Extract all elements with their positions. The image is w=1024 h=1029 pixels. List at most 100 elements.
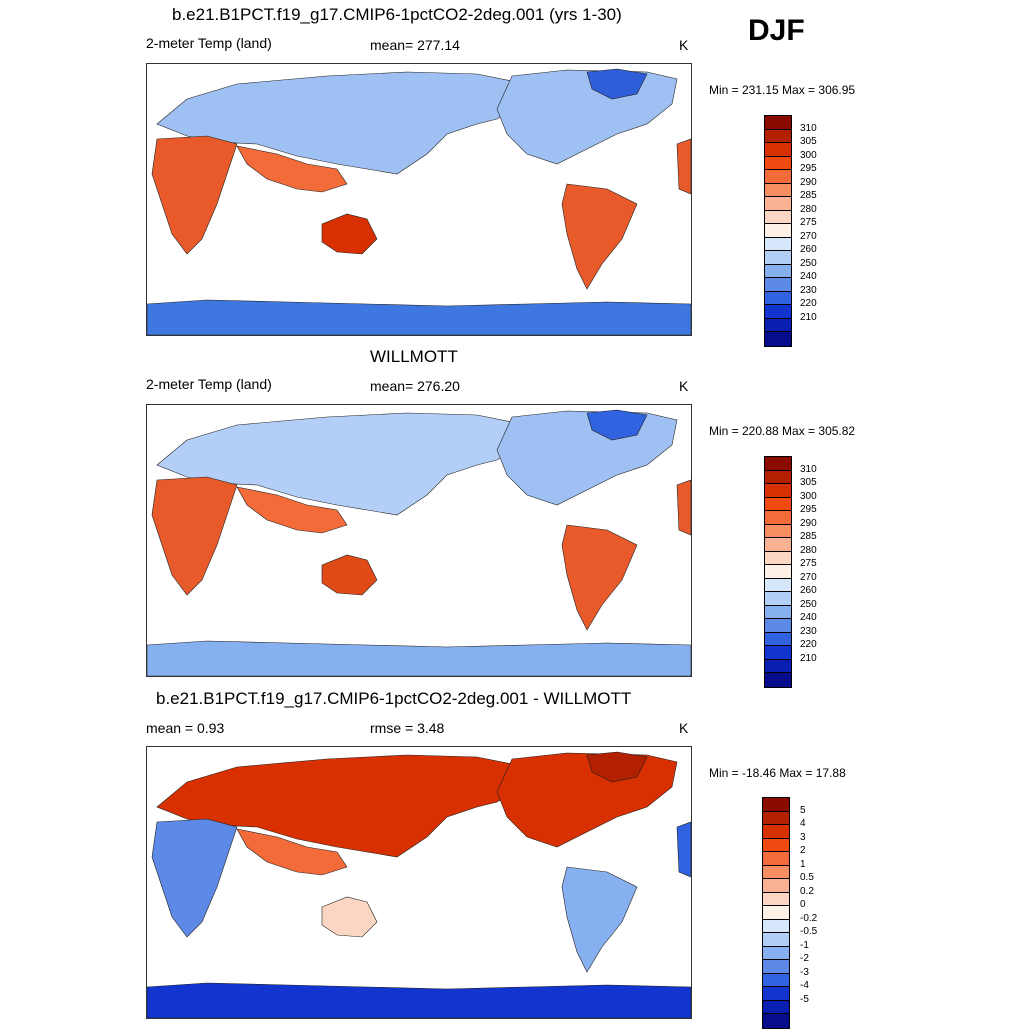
- colorbar-swatch: [765, 210, 791, 224]
- north-america-land: [496, 752, 678, 848]
- antarctica-land: [147, 299, 691, 335]
- africa-land: [151, 476, 238, 596]
- panel3-mean-label: mean = 0.93: [146, 720, 225, 736]
- south-asia-land: [236, 828, 348, 876]
- colorbar-swatch: [765, 116, 791, 130]
- colorbar-tick-label: 250: [800, 257, 817, 269]
- colorbar-swatch: [765, 578, 791, 592]
- colorbar-swatch: [765, 237, 791, 251]
- colorbar-swatch: [763, 960, 789, 974]
- colorbar-tick-label: 305: [800, 136, 817, 147]
- colorbar-swatch: [763, 865, 789, 879]
- colorbar-swatch: [765, 524, 791, 538]
- colorbar-tick-label: 290: [800, 517, 817, 529]
- colorbar-swatch: [763, 933, 789, 947]
- panel3-continents: [147, 751, 691, 1018]
- greenland-land: [586, 409, 648, 441]
- panel2-map-svg: [147, 409, 691, 676]
- africa-land: [151, 135, 238, 255]
- panel3-units-label: K: [679, 720, 689, 736]
- panel1-continents: [147, 68, 691, 335]
- colorbar-tick-label: 0.5: [800, 872, 814, 883]
- panel1-map-svg: [147, 68, 691, 335]
- panel2-title: WILLMOTT: [370, 347, 458, 366]
- africa-land: [151, 818, 238, 938]
- colorbar-tick-label: 1: [800, 858, 806, 870]
- panel2-colorbar: [764, 456, 792, 688]
- colorbar-swatch: [765, 143, 791, 157]
- colorbar-tick-label: 295: [800, 504, 817, 515]
- panel1-variable-label: 2-meter Temp (land): [146, 35, 272, 51]
- colorbar-swatch: [763, 973, 789, 987]
- colorbar-swatch: [765, 170, 791, 184]
- south-asia-land: [236, 145, 348, 193]
- colorbar-swatch: [763, 919, 789, 933]
- colorbar-swatch: [765, 183, 791, 197]
- eurasia-land: [156, 754, 523, 858]
- colorbar-swatch: [765, 551, 791, 565]
- greenland-land: [586, 68, 648, 100]
- colorbar-tick-label: 5: [800, 804, 806, 816]
- colorbar-swatch: [763, 946, 789, 960]
- colorbar-swatch: [765, 318, 791, 332]
- panel3-title: b.e21.B1PCT.f19_g17.CMIP6-1pctCO2-2deg.0…: [156, 689, 632, 708]
- colorbar-tick-label: 2: [800, 845, 806, 856]
- panel1-minmax: Min = 231.15 Max = 306.95: [709, 83, 856, 97]
- colorbar-tick-label: 290: [800, 176, 817, 188]
- colorbar-tick-label: 275: [800, 558, 817, 569]
- colorbar-swatch: [763, 906, 789, 920]
- colorbar-swatch: [763, 838, 789, 852]
- panel1-mean-label: mean= 277.14: [370, 37, 460, 53]
- panel3-colorbar: [762, 797, 790, 1029]
- colorbar-tick-label: 240: [800, 612, 817, 623]
- colorbar-tick-label: 300: [800, 149, 817, 161]
- colorbar-tick-label: -4: [800, 980, 809, 991]
- colorbar-swatch: [763, 811, 789, 825]
- colorbar-tick-label: 260: [800, 244, 817, 255]
- eurasia-land: [156, 71, 523, 175]
- colorbar-swatch: [765, 224, 791, 238]
- colorbar-tick-label: -3: [800, 966, 809, 978]
- panel1-units-label: K: [679, 37, 689, 53]
- antarctica-land: [147, 640, 691, 676]
- colorbar-swatch: [765, 291, 791, 305]
- colorbar-swatch: [765, 457, 791, 471]
- colorbar-tick-label: 240: [800, 271, 817, 282]
- panel3-map-svg: [147, 751, 691, 1018]
- panel2-continents: [147, 409, 691, 676]
- south-america-land: [561, 524, 638, 631]
- panel1-map: [146, 63, 692, 336]
- colorbar-tick-label: 3: [800, 831, 806, 843]
- colorbar-swatch: [765, 156, 791, 170]
- colorbar-tick-label: 280: [800, 203, 817, 215]
- colorbar-swatch: [765, 129, 791, 143]
- colorbar-swatch: [763, 892, 789, 906]
- colorbar-swatch: [763, 879, 789, 893]
- colorbar-tick-label: 210: [800, 311, 817, 323]
- colorbar-tick-label: -2: [800, 953, 809, 964]
- colorbar-swatch: [765, 305, 791, 319]
- panel2-minmax: Min = 220.88 Max = 305.82: [709, 424, 856, 438]
- europe-africa-right-edge: [676, 821, 691, 878]
- colorbar-tick-label: 0: [800, 899, 806, 910]
- colorbar-tick-label: 310: [800, 463, 817, 475]
- australia-land: [321, 896, 378, 938]
- south-america-land: [561, 183, 638, 290]
- colorbar-tick-label: -0.5: [800, 926, 818, 937]
- antarctica-land: [147, 982, 691, 1018]
- europe-africa-right-edge: [676, 479, 691, 536]
- colorbar-swatch: [765, 619, 791, 633]
- colorbar-tick-label: 300: [800, 490, 817, 502]
- colorbar-tick-label: 4: [800, 818, 806, 829]
- south-asia-land: [236, 486, 348, 534]
- colorbar-swatch: [765, 673, 791, 687]
- colorbar-swatch: [765, 511, 791, 525]
- australia-land: [321, 554, 378, 596]
- colorbar-swatch: [763, 1014, 789, 1028]
- colorbar-swatch: [765, 470, 791, 484]
- colorbar-swatch: [763, 1000, 789, 1014]
- colorbar-swatch: [765, 251, 791, 265]
- colorbar-swatch: [763, 798, 789, 812]
- colorbar-tick-label: 270: [800, 571, 817, 583]
- colorbar-swatch: [765, 646, 791, 660]
